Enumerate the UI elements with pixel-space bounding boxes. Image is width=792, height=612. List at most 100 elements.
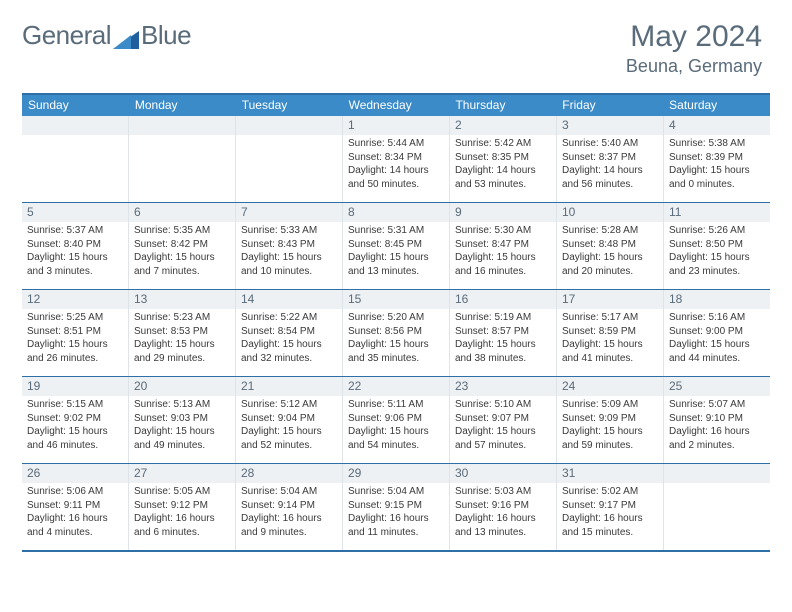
sunset-text: Sunset: 9:11 PM xyxy=(27,499,123,513)
sunrise-text: Sunrise: 5:06 AM xyxy=(27,485,123,499)
day-cell: 31Sunrise: 5:02 AMSunset: 9:17 PMDayligh… xyxy=(557,464,664,550)
sunrise-text: Sunrise: 5:28 AM xyxy=(562,224,658,238)
logo: General Blue xyxy=(22,20,191,51)
day-body xyxy=(22,135,128,140)
daylight-text: Daylight: 16 hours and 13 minutes. xyxy=(455,512,551,539)
sunset-text: Sunset: 9:14 PM xyxy=(241,499,337,513)
dow-row: SundayMondayTuesdayWednesdayThursdayFrid… xyxy=(22,95,770,116)
day-body: Sunrise: 5:37 AMSunset: 8:40 PMDaylight:… xyxy=(22,222,128,281)
day-body: Sunrise: 5:17 AMSunset: 8:59 PMDaylight:… xyxy=(557,309,663,368)
day-number: 10 xyxy=(557,203,663,222)
daylight-text: Daylight: 15 hours and 46 minutes. xyxy=(27,425,123,452)
sunrise-text: Sunrise: 5:16 AM xyxy=(669,311,765,325)
sunrise-text: Sunrise: 5:33 AM xyxy=(241,224,337,238)
sunset-text: Sunset: 9:00 PM xyxy=(669,325,765,339)
sunrise-text: Sunrise: 5:44 AM xyxy=(348,137,444,151)
daylight-text: Daylight: 16 hours and 11 minutes. xyxy=(348,512,444,539)
sunrise-text: Sunrise: 5:13 AM xyxy=(134,398,230,412)
day-number: 5 xyxy=(22,203,128,222)
day-body: Sunrise: 5:22 AMSunset: 8:54 PMDaylight:… xyxy=(236,309,342,368)
day-body: Sunrise: 5:19 AMSunset: 8:57 PMDaylight:… xyxy=(450,309,556,368)
sunset-text: Sunset: 8:35 PM xyxy=(455,151,551,165)
day-number: 13 xyxy=(129,290,235,309)
sunset-text: Sunset: 9:07 PM xyxy=(455,412,551,426)
day-body: Sunrise: 5:05 AMSunset: 9:12 PMDaylight:… xyxy=(129,483,235,542)
sunset-text: Sunset: 9:03 PM xyxy=(134,412,230,426)
weeks-container: 1Sunrise: 5:44 AMSunset: 8:34 PMDaylight… xyxy=(22,116,770,550)
day-number xyxy=(22,116,128,135)
sunrise-text: Sunrise: 5:30 AM xyxy=(455,224,551,238)
day-cell: 23Sunrise: 5:10 AMSunset: 9:07 PMDayligh… xyxy=(450,377,557,463)
day-number: 20 xyxy=(129,377,235,396)
daylight-text: Daylight: 16 hours and 6 minutes. xyxy=(134,512,230,539)
day-body: Sunrise: 5:44 AMSunset: 8:34 PMDaylight:… xyxy=(343,135,449,194)
day-number: 17 xyxy=(557,290,663,309)
day-body: Sunrise: 5:38 AMSunset: 8:39 PMDaylight:… xyxy=(664,135,770,194)
sunrise-text: Sunrise: 5:25 AM xyxy=(27,311,123,325)
week-row: 12Sunrise: 5:25 AMSunset: 8:51 PMDayligh… xyxy=(22,289,770,376)
sunset-text: Sunset: 9:15 PM xyxy=(348,499,444,513)
sunset-text: Sunset: 8:47 PM xyxy=(455,238,551,252)
day-number: 16 xyxy=(450,290,556,309)
daylight-text: Daylight: 15 hours and 35 minutes. xyxy=(348,338,444,365)
day-cell xyxy=(129,116,236,202)
calendar: SundayMondayTuesdayWednesdayThursdayFrid… xyxy=(22,93,770,552)
day-cell: 25Sunrise: 5:07 AMSunset: 9:10 PMDayligh… xyxy=(664,377,770,463)
day-number: 24 xyxy=(557,377,663,396)
day-body: Sunrise: 5:07 AMSunset: 9:10 PMDaylight:… xyxy=(664,396,770,455)
day-cell: 3Sunrise: 5:40 AMSunset: 8:37 PMDaylight… xyxy=(557,116,664,202)
day-body: Sunrise: 5:20 AMSunset: 8:56 PMDaylight:… xyxy=(343,309,449,368)
sunset-text: Sunset: 8:48 PM xyxy=(562,238,658,252)
dow-cell: Thursday xyxy=(449,95,556,116)
sunset-text: Sunset: 8:57 PM xyxy=(455,325,551,339)
day-body: Sunrise: 5:09 AMSunset: 9:09 PMDaylight:… xyxy=(557,396,663,455)
sunset-text: Sunset: 9:17 PM xyxy=(562,499,658,513)
day-body: Sunrise: 5:02 AMSunset: 9:17 PMDaylight:… xyxy=(557,483,663,542)
logo-text-1: General xyxy=(22,20,111,51)
day-body: Sunrise: 5:10 AMSunset: 9:07 PMDaylight:… xyxy=(450,396,556,455)
day-cell: 16Sunrise: 5:19 AMSunset: 8:57 PMDayligh… xyxy=(450,290,557,376)
day-number: 9 xyxy=(450,203,556,222)
day-number: 31 xyxy=(557,464,663,483)
page-header: General Blue May 2024 Beuna, Germany xyxy=(0,0,792,85)
daylight-text: Daylight: 16 hours and 9 minutes. xyxy=(241,512,337,539)
day-number: 6 xyxy=(129,203,235,222)
day-number: 25 xyxy=(664,377,770,396)
day-body: Sunrise: 5:23 AMSunset: 8:53 PMDaylight:… xyxy=(129,309,235,368)
day-number: 27 xyxy=(129,464,235,483)
day-cell: 27Sunrise: 5:05 AMSunset: 9:12 PMDayligh… xyxy=(129,464,236,550)
sunrise-text: Sunrise: 5:35 AM xyxy=(134,224,230,238)
day-number: 21 xyxy=(236,377,342,396)
day-cell xyxy=(236,116,343,202)
day-cell: 5Sunrise: 5:37 AMSunset: 8:40 PMDaylight… xyxy=(22,203,129,289)
dow-cell: Tuesday xyxy=(236,95,343,116)
day-body xyxy=(664,483,770,488)
sunrise-text: Sunrise: 5:04 AM xyxy=(241,485,337,499)
logo-triangle-icon xyxy=(113,25,139,47)
sunset-text: Sunset: 8:43 PM xyxy=(241,238,337,252)
sunrise-text: Sunrise: 5:42 AM xyxy=(455,137,551,151)
sunset-text: Sunset: 8:39 PM xyxy=(669,151,765,165)
sunset-text: Sunset: 9:06 PM xyxy=(348,412,444,426)
day-number: 29 xyxy=(343,464,449,483)
daylight-text: Daylight: 15 hours and 10 minutes. xyxy=(241,251,337,278)
daylight-text: Daylight: 15 hours and 59 minutes. xyxy=(562,425,658,452)
sunset-text: Sunset: 8:34 PM xyxy=(348,151,444,165)
daylight-text: Daylight: 15 hours and 57 minutes. xyxy=(455,425,551,452)
day-cell: 21Sunrise: 5:12 AMSunset: 9:04 PMDayligh… xyxy=(236,377,343,463)
dow-cell: Friday xyxy=(556,95,663,116)
location-label: Beuna, Germany xyxy=(626,56,762,77)
day-cell: 14Sunrise: 5:22 AMSunset: 8:54 PMDayligh… xyxy=(236,290,343,376)
day-number: 3 xyxy=(557,116,663,135)
week-row: 1Sunrise: 5:44 AMSunset: 8:34 PMDaylight… xyxy=(22,116,770,202)
sunrise-text: Sunrise: 5:02 AM xyxy=(562,485,658,499)
day-number xyxy=(129,116,235,135)
sunset-text: Sunset: 8:53 PM xyxy=(134,325,230,339)
sunrise-text: Sunrise: 5:04 AM xyxy=(348,485,444,499)
day-number: 4 xyxy=(664,116,770,135)
daylight-text: Daylight: 15 hours and 7 minutes. xyxy=(134,251,230,278)
sunrise-text: Sunrise: 5:19 AM xyxy=(455,311,551,325)
day-number: 18 xyxy=(664,290,770,309)
day-cell: 1Sunrise: 5:44 AMSunset: 8:34 PMDaylight… xyxy=(343,116,450,202)
sunset-text: Sunset: 9:09 PM xyxy=(562,412,658,426)
